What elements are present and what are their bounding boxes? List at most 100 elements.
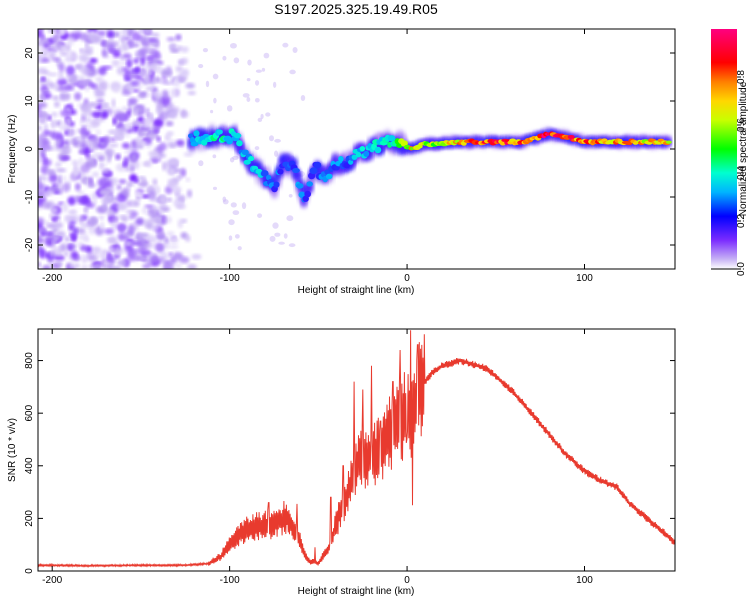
noise-blob	[132, 121, 143, 126]
noise-blob	[166, 230, 175, 237]
noise-blob	[41, 158, 52, 167]
noise-blob	[58, 69, 64, 80]
noise-blob	[86, 33, 96, 42]
noise-blob	[38, 199, 43, 207]
ridge-cell	[343, 162, 351, 169]
noise-blob	[111, 98, 116, 108]
noise-blob	[65, 84, 74, 91]
noise-blob	[152, 157, 158, 164]
noise-blob	[78, 215, 85, 224]
x-tick-label: 100	[576, 575, 593, 586]
noise-blob	[102, 168, 110, 173]
ridge-cell	[296, 183, 304, 189]
noise-blob	[263, 52, 270, 59]
noise-blob	[58, 63, 66, 72]
noise-blob	[180, 57, 189, 65]
noise-blob	[77, 241, 83, 248]
ridge-cell	[307, 172, 316, 180]
noise-blob	[38, 155, 43, 164]
noise-blob	[176, 194, 186, 202]
noise-blob	[81, 132, 87, 143]
ridge-cell	[292, 167, 300, 174]
noise-blob	[78, 157, 84, 166]
ridge-cell	[273, 181, 280, 188]
ridge-cell	[233, 132, 242, 139]
noise-blob	[180, 68, 190, 77]
ridge-cell	[216, 129, 223, 135]
noise-blob	[168, 244, 179, 250]
noise-blob	[59, 124, 70, 132]
noise-blob	[38, 176, 41, 184]
noise-blob	[66, 53, 78, 60]
ridge-cell	[646, 141, 653, 145]
ridge-cell	[226, 138, 233, 145]
ridge-cell	[248, 156, 255, 162]
chart-title: S197.2025.325.19.49.R05	[274, 1, 438, 17]
noise-blob	[60, 156, 71, 161]
x-tick-label: -100	[220, 575, 240, 586]
noise-blob	[135, 217, 145, 226]
noise-blob	[67, 76, 78, 85]
noise-blob	[107, 30, 114, 39]
ridge-cell	[387, 135, 396, 142]
noise-blob	[163, 260, 171, 265]
noise-blob	[158, 142, 167, 152]
noise-blob	[88, 57, 98, 64]
noise-blob	[113, 246, 122, 256]
noise-blob	[237, 246, 242, 251]
noise-blob	[99, 160, 104, 170]
ridge-cell	[374, 146, 382, 154]
noise-blob	[175, 139, 185, 147]
noise-blob	[63, 251, 69, 257]
noise-blob	[127, 253, 137, 262]
noise-blob	[70, 250, 79, 260]
noise-blob	[274, 138, 281, 143]
ridge-cell	[359, 145, 366, 152]
ridge-cell	[193, 130, 200, 137]
noise-blob	[156, 233, 166, 241]
noise-blob	[43, 123, 49, 132]
noise-blob	[51, 34, 60, 44]
noise-blob	[80, 245, 91, 252]
noise-blob	[108, 143, 119, 148]
noise-blob	[56, 260, 63, 267]
noise-blob	[54, 255, 65, 261]
noise-blob	[66, 243, 77, 248]
noise-blob	[141, 194, 150, 199]
noise-blob	[138, 49, 147, 58]
noise-blob	[286, 215, 294, 222]
noise-blob	[163, 216, 172, 224]
noise-blob	[274, 150, 279, 157]
noise-blob	[80, 55, 91, 63]
noise-blob	[122, 187, 130, 195]
colorbar-tick-label: 0.6	[736, 118, 747, 132]
noise-blob	[47, 29, 52, 33]
noise-blob	[38, 183, 45, 192]
noise-blob	[145, 108, 150, 114]
noise-blob	[57, 250, 63, 258]
noise-blob	[67, 196, 76, 206]
noise-blob	[169, 168, 176, 175]
noise-blob	[71, 159, 79, 166]
noise-blob	[47, 81, 55, 88]
noise-blob	[102, 102, 110, 107]
noise-blob	[45, 168, 56, 175]
snr-panel: -200 -100 0 100 0 200 400 600 800 Height of stra…	[7, 328, 676, 597]
ridge-cell	[304, 190, 312, 198]
ridge-cell	[243, 159, 251, 165]
noise-blob	[59, 109, 71, 118]
noise-blob	[260, 113, 264, 120]
noise-blob	[118, 178, 127, 185]
noise-blob	[38, 29, 45, 33]
noise-blob	[99, 221, 105, 230]
ridge-cell	[309, 167, 318, 175]
noise-blob	[137, 116, 145, 123]
noise-blob	[137, 180, 149, 188]
noise-blob	[184, 234, 191, 243]
noise-blob	[75, 228, 86, 234]
y-tick-label: 800	[24, 352, 35, 369]
noise-blob	[155, 215, 161, 224]
noise-blob	[169, 88, 178, 97]
noise-blob	[105, 193, 114, 203]
noise-blob	[269, 235, 276, 242]
